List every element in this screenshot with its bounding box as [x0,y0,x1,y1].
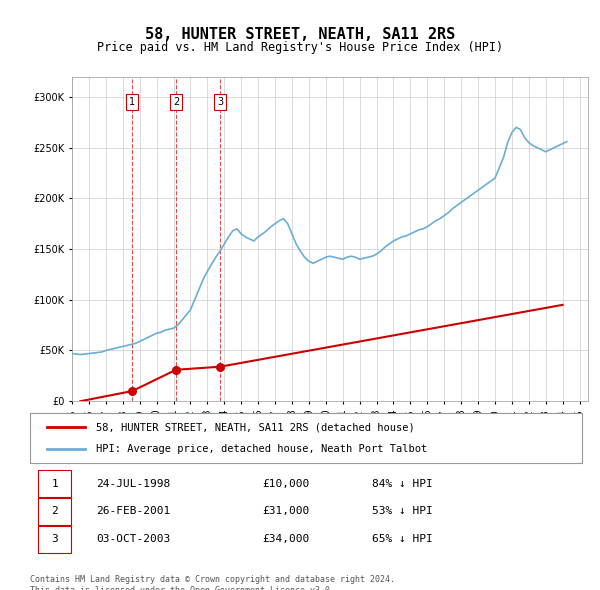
Text: 65% ↓ HPI: 65% ↓ HPI [372,535,433,544]
Text: 53% ↓ HPI: 53% ↓ HPI [372,506,433,516]
Text: 2: 2 [173,97,179,107]
FancyBboxPatch shape [38,526,71,553]
Point [215,362,225,372]
Text: 2: 2 [52,506,58,516]
Text: 84% ↓ HPI: 84% ↓ HPI [372,478,433,489]
Text: 03-OCT-2003: 03-OCT-2003 [96,535,170,544]
FancyBboxPatch shape [30,413,582,463]
Text: £31,000: £31,000 [262,506,309,516]
Text: 26-FEB-2001: 26-FEB-2001 [96,506,170,516]
Point [127,386,137,396]
Text: 1: 1 [52,478,58,489]
Text: HPI: Average price, detached house, Neath Port Talbot: HPI: Average price, detached house, Neat… [96,444,427,454]
FancyBboxPatch shape [38,498,71,525]
Text: 58, HUNTER STREET, NEATH, SA11 2RS: 58, HUNTER STREET, NEATH, SA11 2RS [145,27,455,41]
Text: Price paid vs. HM Land Registry's House Price Index (HPI): Price paid vs. HM Land Registry's House … [97,41,503,54]
Text: 3: 3 [217,97,223,107]
Text: £34,000: £34,000 [262,535,309,544]
Text: Contains HM Land Registry data © Crown copyright and database right 2024.
This d: Contains HM Land Registry data © Crown c… [30,575,395,590]
Text: 1: 1 [129,97,135,107]
Point [171,365,181,375]
Text: 3: 3 [52,535,58,544]
FancyBboxPatch shape [38,470,71,497]
Text: 58, HUNTER STREET, NEATH, SA11 2RS (detached house): 58, HUNTER STREET, NEATH, SA11 2RS (deta… [96,422,415,432]
Text: 24-JUL-1998: 24-JUL-1998 [96,478,170,489]
Text: £10,000: £10,000 [262,478,309,489]
